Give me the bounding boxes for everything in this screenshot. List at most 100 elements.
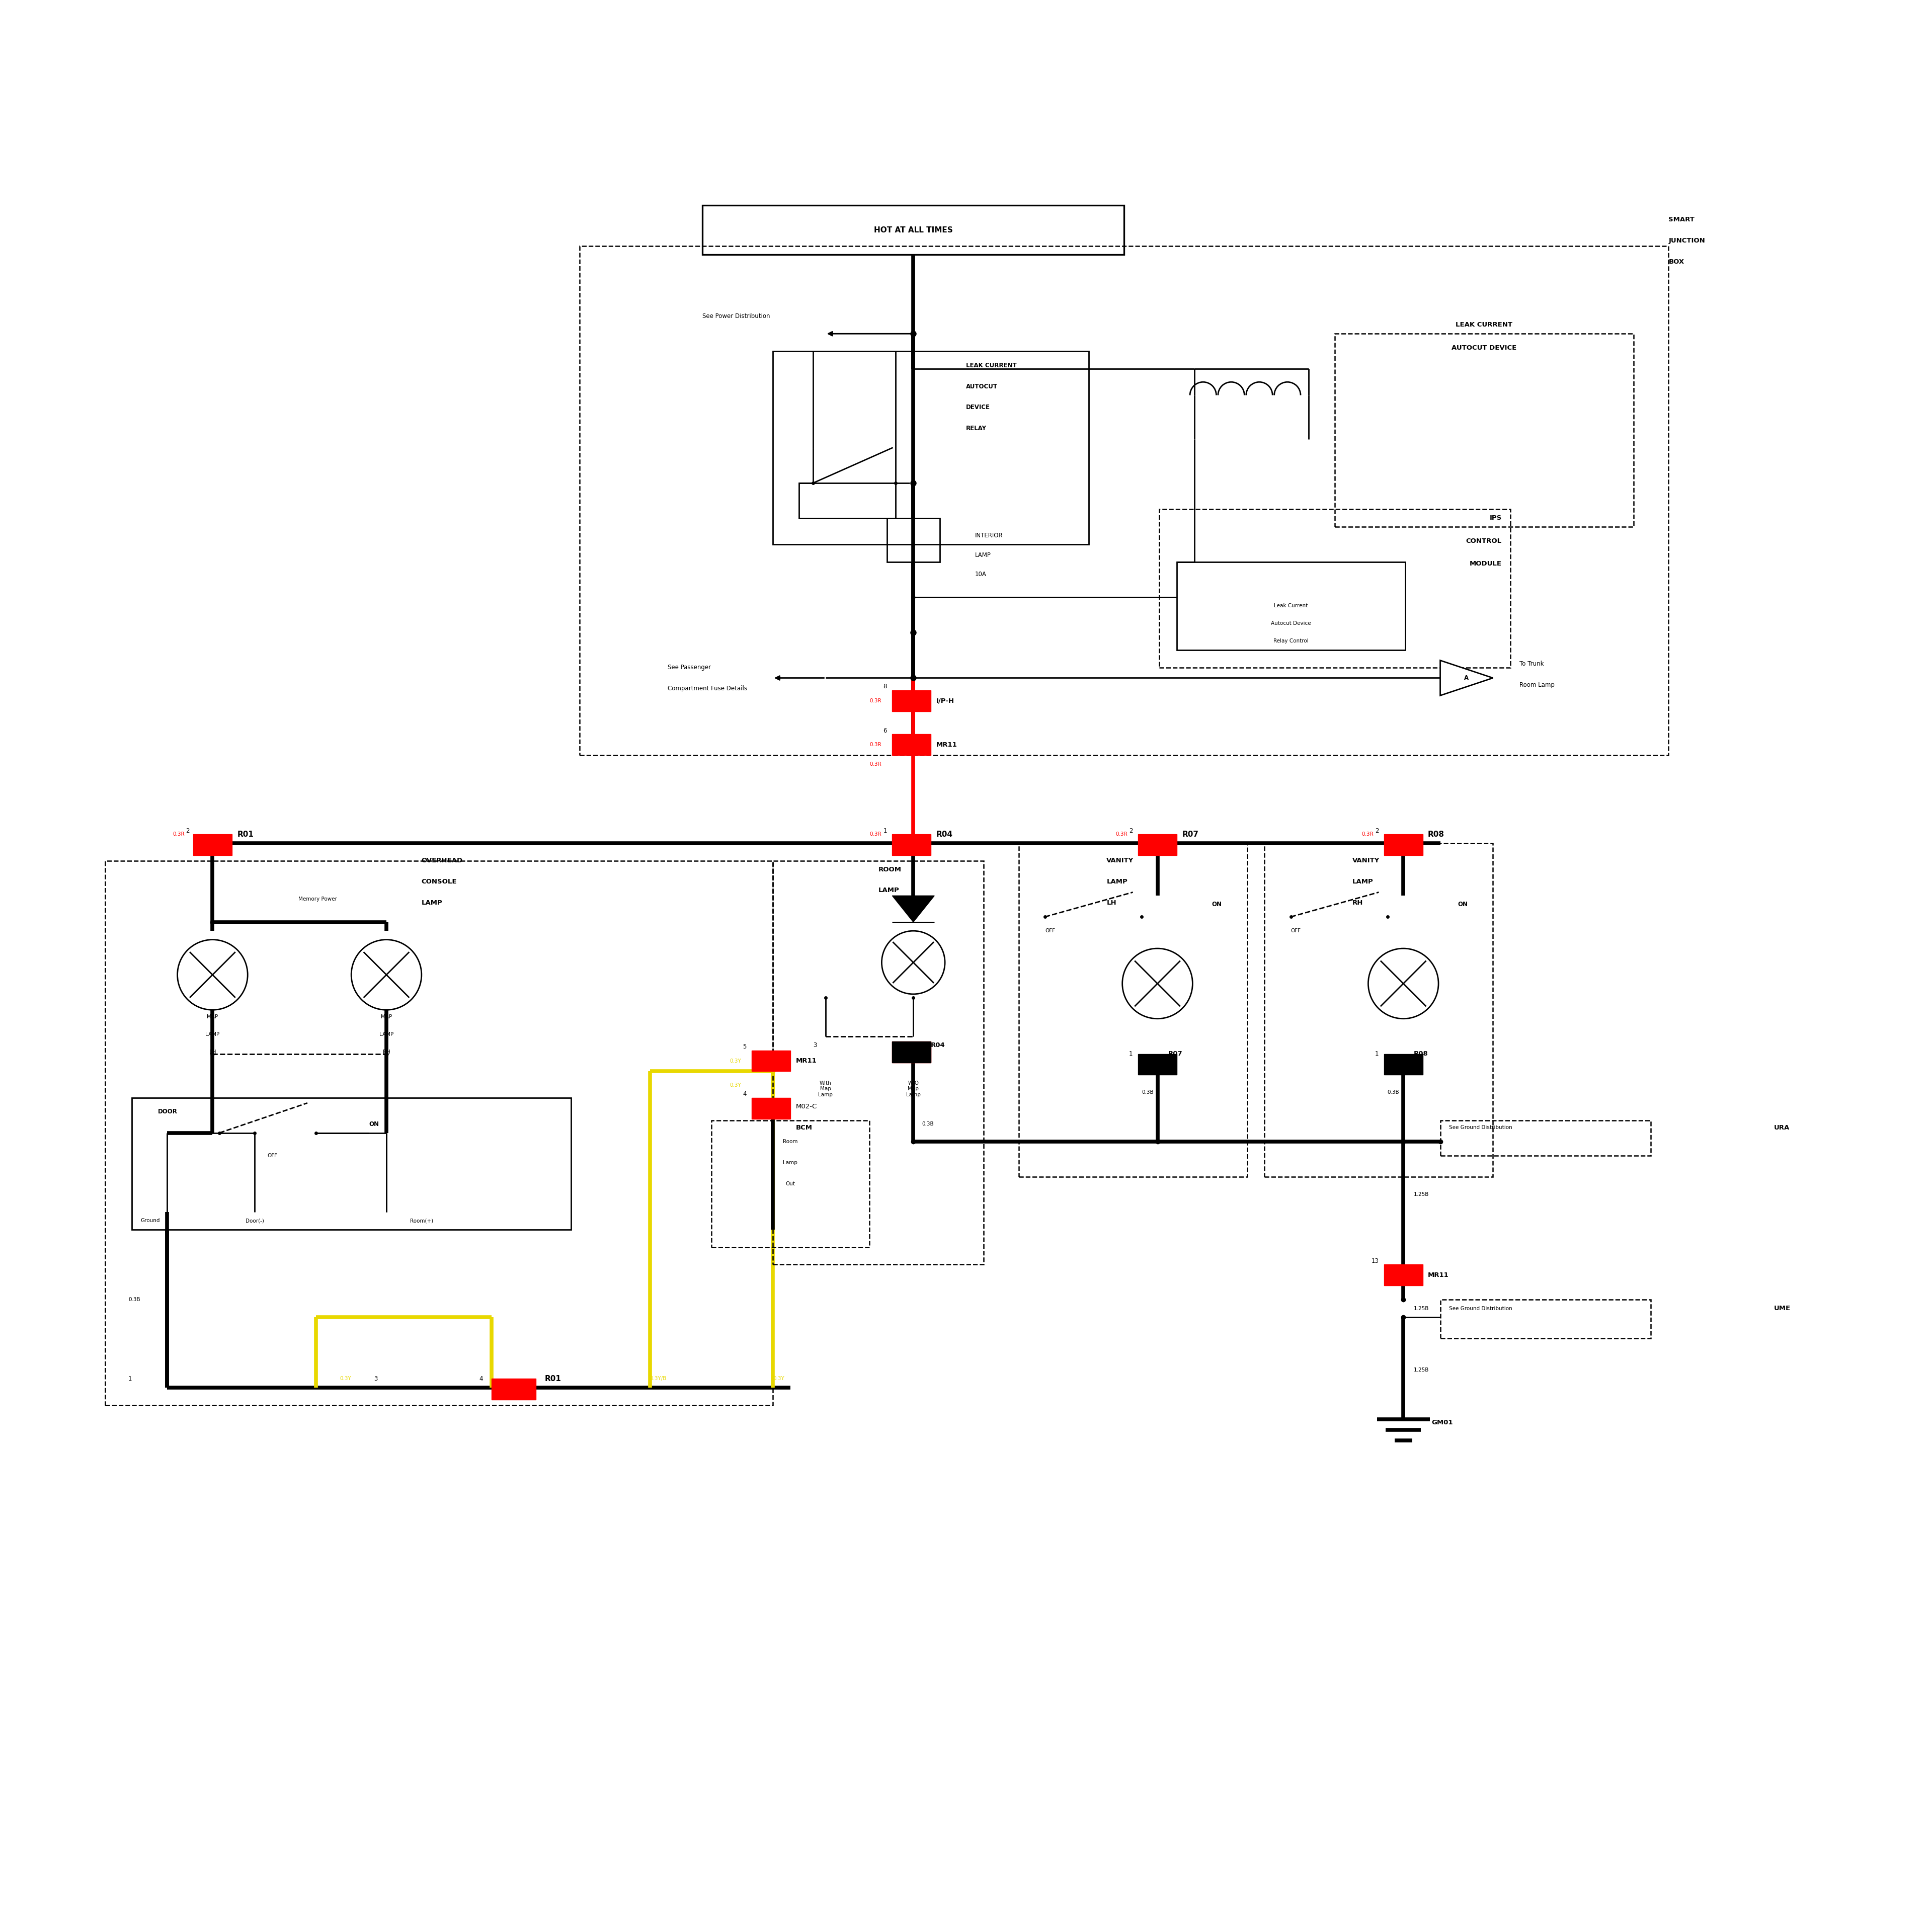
Bar: [1159, 510, 1511, 667]
Text: 2: 2: [185, 827, 189, 835]
Text: HOT AT ALL TIMES: HOT AT ALL TIMES: [873, 226, 952, 234]
Text: 0.3B: 0.3B: [1387, 1090, 1399, 1095]
Bar: [1383, 835, 1422, 856]
Text: 0.3R: 0.3R: [1115, 833, 1128, 837]
Text: MODULE: MODULE: [1470, 560, 1501, 568]
Text: IPS: IPS: [1490, 514, 1501, 522]
Text: LAMP: LAMP: [1352, 879, 1374, 885]
Text: LAMP: LAMP: [1107, 879, 1128, 885]
Text: R01: R01: [238, 831, 253, 838]
Text: Room Lamp: Room Lamp: [1519, 682, 1555, 688]
Text: Room(+): Room(+): [410, 1219, 433, 1223]
Text: OVERHEAD: OVERHEAD: [421, 858, 464, 864]
Text: Lamp: Lamp: [782, 1161, 798, 1165]
Text: 2: 2: [1128, 827, 1132, 835]
Text: See Ground Distribution: See Ground Distribution: [1449, 1124, 1513, 1130]
Bar: [773, 352, 1090, 545]
Text: 4: 4: [479, 1376, 483, 1381]
Bar: [1439, 1300, 1652, 1339]
Text: Memory Power: Memory Power: [299, 896, 338, 902]
Text: INTERIOR: INTERIOR: [976, 533, 1003, 539]
Bar: [1383, 1053, 1422, 1074]
Text: ON: ON: [1211, 900, 1221, 908]
Bar: [773, 860, 983, 1265]
Text: R07: R07: [1169, 1051, 1182, 1057]
Text: LAMP: LAMP: [205, 1032, 220, 1037]
Text: R04: R04: [931, 1041, 945, 1049]
Text: 4: 4: [742, 1092, 746, 1097]
Text: W/O
Map
Lamp: W/O Map Lamp: [906, 1080, 920, 1097]
Text: MR11: MR11: [796, 1057, 817, 1065]
Bar: [893, 835, 931, 856]
Text: 0.3Y: 0.3Y: [730, 1059, 742, 1063]
Text: 1.25B: 1.25B: [1414, 1192, 1430, 1196]
Text: 3: 3: [375, 1376, 377, 1381]
Text: UME: UME: [1774, 1306, 1791, 1312]
Text: 1.25B: 1.25B: [1414, 1306, 1430, 1312]
Text: 8: 8: [883, 684, 887, 690]
Bar: [893, 1041, 931, 1063]
Text: OFF: OFF: [1045, 929, 1055, 933]
Text: AUTOCUT: AUTOCUT: [966, 383, 997, 390]
Text: ON: ON: [1459, 900, 1468, 908]
Bar: [1177, 562, 1405, 649]
Bar: [1138, 1053, 1177, 1074]
Text: LH: LH: [209, 1049, 216, 1055]
Text: 1: 1: [1376, 1051, 1379, 1057]
Bar: [1335, 334, 1633, 527]
Text: 0.3R: 0.3R: [869, 833, 881, 837]
Text: 0.3R: 0.3R: [172, 833, 184, 837]
Text: 0.3R: 0.3R: [1362, 833, 1374, 837]
Text: LAMP: LAMP: [379, 1032, 394, 1037]
Bar: [1138, 835, 1177, 856]
Bar: [800, 483, 896, 518]
Bar: [711, 1121, 869, 1246]
Bar: [893, 690, 931, 711]
Text: VANITY: VANITY: [1352, 858, 1379, 864]
Text: URA: URA: [1774, 1124, 1789, 1130]
Text: LEAK CURRENT: LEAK CURRENT: [1455, 321, 1513, 328]
Text: See Power Distribution: See Power Distribution: [703, 313, 771, 319]
Text: GM01: GM01: [1432, 1420, 1453, 1426]
Text: VANITY: VANITY: [1107, 858, 1134, 864]
Text: CONTROL: CONTROL: [1466, 537, 1501, 545]
Text: LAMP: LAMP: [421, 900, 442, 906]
Text: MAP: MAP: [207, 1014, 218, 1020]
Text: DEVICE: DEVICE: [966, 404, 989, 412]
Text: R01: R01: [545, 1376, 560, 1383]
Text: AUTOCUT DEVICE: AUTOCUT DEVICE: [1451, 344, 1517, 352]
Text: MR11: MR11: [937, 742, 956, 748]
Bar: [893, 1041, 931, 1063]
Text: See Passenger: See Passenger: [667, 665, 711, 670]
Text: 1: 1: [1128, 1051, 1132, 1057]
Text: 10A: 10A: [976, 572, 987, 578]
Bar: [493, 1379, 535, 1401]
Text: M02-C: M02-C: [796, 1103, 817, 1109]
Text: SMART: SMART: [1669, 216, 1694, 222]
Text: RH: RH: [383, 1049, 390, 1055]
Text: 1: 1: [883, 827, 887, 835]
Text: MAP: MAP: [381, 1014, 392, 1020]
Text: BCM: BCM: [796, 1124, 811, 1130]
Text: R04: R04: [937, 831, 952, 838]
Text: CONSOLE: CONSOLE: [421, 879, 458, 885]
Bar: [752, 1051, 790, 1072]
Text: MR11: MR11: [1428, 1271, 1449, 1279]
Bar: [887, 518, 939, 562]
Text: Autocut Device: Autocut Device: [1271, 620, 1312, 626]
Text: R07: R07: [1182, 831, 1198, 838]
Text: 0.3Y/B: 0.3Y/B: [649, 1376, 667, 1381]
Text: 13: 13: [1372, 1258, 1379, 1264]
Text: RH: RH: [1352, 900, 1364, 906]
Text: Relay Control: Relay Control: [1273, 639, 1308, 643]
Text: A: A: [1464, 674, 1468, 682]
Text: 6: 6: [883, 726, 887, 734]
Text: See Ground Distribution: See Ground Distribution: [1449, 1306, 1513, 1312]
Text: 0.3R: 0.3R: [869, 697, 881, 703]
Polygon shape: [1439, 661, 1493, 696]
Text: R08: R08: [1414, 1051, 1428, 1057]
Text: 3: 3: [813, 1041, 817, 1049]
Bar: [106, 860, 773, 1405]
Text: 0.3Y: 0.3Y: [340, 1376, 352, 1381]
Bar: [703, 205, 1124, 255]
